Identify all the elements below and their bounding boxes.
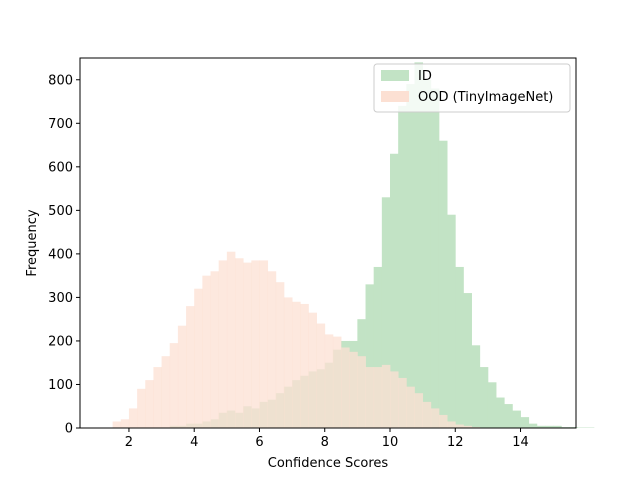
histogram-bar	[235, 258, 244, 428]
y-axis-ticks: 0 100 200 300 400 500 600 700 800	[48, 73, 80, 437]
x-tick-label: 2	[125, 435, 133, 450]
histogram-bar	[463, 293, 472, 428]
histogram-bar	[373, 266, 383, 428]
x-tick-label: 6	[255, 435, 263, 450]
histogram-bar	[292, 301, 301, 428]
histogram-bar	[398, 105, 407, 428]
histogram-bar	[390, 153, 399, 428]
legend-swatch-ood	[381, 91, 409, 102]
histogram-bar	[487, 382, 497, 428]
histogram-bar	[414, 393, 424, 428]
histogram-bar	[430, 408, 440, 428]
x-tick-label: 10	[382, 435, 399, 450]
histogram-bar	[365, 284, 375, 428]
histogram-bar	[153, 367, 162, 428]
histogram-bar	[373, 367, 383, 428]
histogram-bar	[381, 197, 391, 428]
histogram-bar	[275, 282, 285, 428]
y-tick-label: 800	[48, 73, 73, 88]
histogram-bar	[226, 251, 236, 428]
y-tick-label: 200	[48, 334, 73, 349]
histogram-bar	[447, 421, 456, 428]
histogram-bar	[520, 417, 530, 428]
histogram-bar	[283, 297, 293, 428]
histogram-bar	[120, 419, 130, 428]
histogram-bar	[202, 275, 211, 428]
y-tick-label: 0	[65, 422, 73, 437]
histogram-bar	[422, 401, 432, 428]
histogram-bar	[218, 260, 228, 428]
histogram-bar	[455, 424, 464, 428]
histogram-bar	[390, 371, 399, 428]
histogram-bar	[112, 421, 122, 428]
histogram-bar	[357, 356, 366, 428]
histogram-bar	[496, 397, 505, 428]
histogram-bar	[128, 408, 138, 428]
legend-box	[373, 63, 571, 113]
histogram-bar	[243, 262, 252, 428]
x-tick-label: 14	[512, 435, 529, 450]
histogram-bar	[545, 425, 554, 428]
histogram-bar	[349, 351, 358, 428]
histogram-bar	[471, 345, 481, 428]
histogram-bar	[463, 425, 472, 428]
histogram-bar	[186, 306, 195, 428]
histogram-bar	[161, 356, 171, 428]
histogram-bar	[414, 62, 424, 428]
x-tick-label: 4	[190, 435, 198, 450]
y-tick-label: 500	[48, 204, 73, 219]
histogram-bar	[398, 377, 407, 428]
legend: ID OOD (TinyImageNet)	[373, 63, 571, 113]
histogram-bar	[553, 425, 562, 428]
histogram-bar	[455, 266, 464, 428]
plot-frame	[79, 57, 577, 429]
legend-label-id: ID	[418, 69, 432, 84]
histogram-bar	[145, 380, 154, 428]
histogram-bar	[536, 425, 546, 428]
histogram-bar	[504, 404, 513, 428]
histogram-bar	[341, 347, 350, 428]
histogram-bar	[365, 367, 375, 428]
histogram-bar	[479, 367, 489, 428]
x-tick-label: 8	[321, 435, 329, 450]
histogram-bar	[300, 303, 309, 428]
histogram-bar	[210, 271, 220, 428]
histogram-bar	[177, 325, 187, 428]
histogram-bar	[406, 84, 415, 429]
x-axis-ticks: 2 4 6 8 10 12 14	[125, 428, 529, 450]
bars-layer	[112, 62, 595, 429]
histogram-bar	[259, 260, 269, 428]
histogram-bar	[324, 334, 334, 428]
histogram-bar	[422, 79, 432, 428]
histogram-bar	[194, 288, 203, 428]
y-tick-label: 700	[48, 117, 73, 132]
histogram-bar	[438, 140, 448, 428]
histogram-bar	[332, 336, 342, 428]
y-tick-label: 300	[48, 291, 73, 306]
legend-swatch-id	[381, 70, 409, 81]
x-axis-label: Confidence Scores	[268, 456, 389, 471]
legend-label-ood: OOD (TinyImageNet)	[418, 90, 553, 105]
x-tick-label: 12	[447, 435, 464, 450]
histogram-bar	[406, 386, 415, 428]
histogram-bar	[512, 410, 521, 428]
y-tick-label: 600	[48, 160, 73, 175]
histogram-bar	[137, 388, 146, 428]
y-tick-label: 100	[48, 378, 73, 393]
histogram-bar	[308, 312, 317, 428]
y-axis-label: Frequency	[25, 209, 40, 276]
histogram-bar	[316, 323, 326, 428]
y-tick-label: 400	[48, 247, 73, 262]
histogram-bar	[381, 364, 391, 428]
histogram-bar	[438, 414, 448, 428]
histogram-bar	[169, 343, 179, 428]
histogram-bar	[267, 271, 277, 428]
histogram-bar	[251, 260, 260, 428]
histogram-bar	[447, 214, 456, 428]
series-ood-bars	[112, 251, 481, 428]
histogram-bar	[430, 88, 440, 428]
histogram-bar	[528, 423, 538, 428]
